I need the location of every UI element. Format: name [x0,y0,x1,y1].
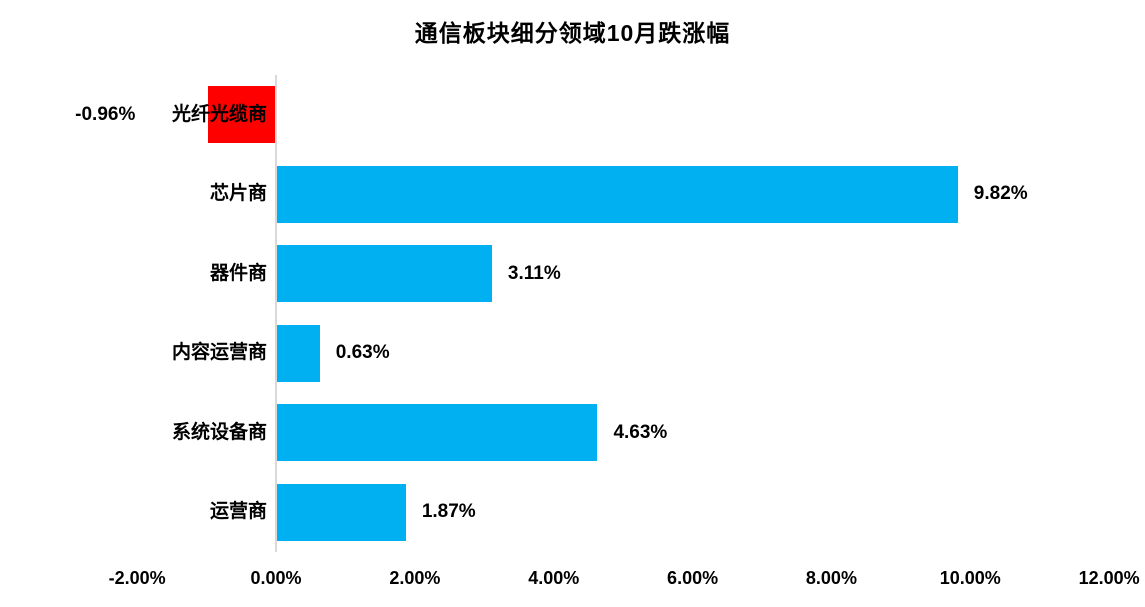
value-label: 4.63% [613,421,668,443]
value-label: 9.82% [973,183,1028,205]
value-axis-line [275,75,277,552]
x-tick-label: -2.00% [108,568,166,588]
category-label: 系统设备商 [171,421,267,443]
bar-positive [276,483,406,541]
category-label: 运营商 [209,501,267,523]
value-label: 1.87% [421,501,476,523]
value-label: -0.96% [75,103,136,125]
category-label: 光纤光缆商 [171,103,267,125]
x-tick-label: 8.00% [805,568,857,588]
category-label: 内容运营商 [171,342,267,364]
category-label: 器件商 [209,262,267,284]
bar-positive [276,324,320,382]
x-tick-label: 6.00% [667,568,719,588]
value-label: 3.11% [507,262,561,284]
bar-positive [276,245,492,303]
x-tick-label: 2.00% [389,568,441,588]
category-label: 芯片商 [209,183,267,205]
x-tick-label: 0.00% [250,568,302,588]
bar-negative [208,86,275,144]
value-label: 0.63% [335,342,390,364]
x-tick-label: 12.00% [1078,568,1140,588]
x-tick-label: 10.00% [939,568,1001,588]
bar-positive [276,404,598,462]
x-tick-label: 4.00% [528,568,580,588]
bar-positive [276,165,958,223]
chart-title: 通信板块细分领域10月跌涨幅 [414,20,731,46]
